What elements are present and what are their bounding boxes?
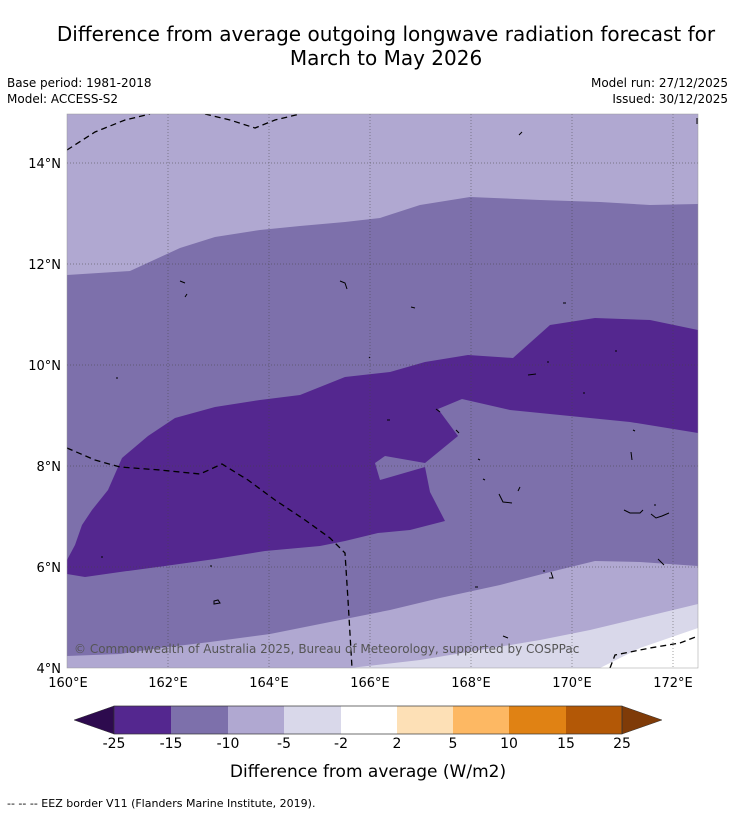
anomaly-band-neg2-neg5 bbox=[350, 604, 698, 668]
colorbar-swatch bbox=[114, 706, 171, 734]
lat-label: 12°N bbox=[28, 258, 61, 273]
colorbar-tick-label: 15 bbox=[557, 736, 575, 752]
lat-label: 6°N bbox=[37, 561, 62, 576]
colorbar-tick-label: -2 bbox=[334, 736, 348, 752]
colorbar-swatch bbox=[566, 706, 622, 734]
colorbar-tick-label: -5 bbox=[277, 736, 291, 752]
colorbar-frame bbox=[113, 705, 623, 735]
eez-legend-note: -- -- -- EEZ border V11 (Flanders Marine… bbox=[7, 797, 316, 810]
colorbar-tick-label: 5 bbox=[448, 736, 458, 752]
colorbar bbox=[73, 705, 663, 735]
lat-axis: 14°N 12°N 10°N 8°N 6°N 4°N bbox=[28, 157, 61, 677]
colorbar-tick-label: -10 bbox=[216, 736, 240, 752]
lon-label: 166°E bbox=[350, 676, 390, 691]
lon-label: 160°E bbox=[48, 676, 88, 691]
lat-label: 8°N bbox=[37, 460, 62, 475]
lat-label: 4°N bbox=[37, 662, 62, 677]
meta-right: Model run: 27/12/2025 Issued: 30/12/2025 bbox=[591, 75, 728, 107]
issued-date: Issued: 30/12/2025 bbox=[612, 92, 728, 106]
colorbar-extend-low bbox=[73, 705, 115, 735]
anomaly-band-neutral bbox=[600, 628, 698, 668]
map-title: Difference from average outgoing longwav… bbox=[0, 22, 736, 70]
colorbar-tick-label: -15 bbox=[159, 736, 183, 752]
lon-label: 162°E bbox=[148, 676, 188, 691]
model-run: Model run: 27/12/2025 bbox=[590, 76, 728, 90]
colorbar-title: Difference from average (W/m2) bbox=[229, 762, 507, 782]
colorbar-tick-label: 10 bbox=[500, 736, 518, 752]
anomaly-band-neg15-neg25 bbox=[67, 318, 698, 577]
colorbar-extend-high bbox=[621, 705, 663, 735]
colorbar-tick-label: 2 bbox=[392, 736, 402, 752]
copyright-notice: © Commonwealth of Australia 2025, Bureau… bbox=[74, 642, 579, 656]
colorbar-tick-label: 25 bbox=[613, 736, 631, 752]
map-field: © Commonwealth of Australia 2025, Bureau… bbox=[67, 114, 698, 668]
base-period: Base period: 1981-2018 bbox=[7, 76, 152, 90]
model-name: Model: ACCESS-S2 bbox=[7, 92, 119, 106]
meta-left: Base period: 1981-2018 Model: ACCESS-S2 bbox=[7, 75, 152, 107]
title-line-2: March to May 2026 bbox=[289, 46, 483, 70]
lat-label: 10°N bbox=[28, 359, 61, 374]
lon-label: 172°E bbox=[653, 676, 693, 691]
lon-axis: 160°E 162°E 164°E 166°E 168°E 170°E 172°… bbox=[48, 676, 693, 691]
colorbar-swatch bbox=[228, 706, 284, 734]
lon-label: 170°E bbox=[552, 676, 592, 691]
lat-label: 14°N bbox=[28, 157, 61, 172]
islands bbox=[101, 118, 698, 639]
lon-label: 164°E bbox=[249, 676, 289, 691]
colorbar-tick-label: -25 bbox=[102, 736, 126, 752]
eez-border bbox=[67, 114, 698, 668]
graticule bbox=[67, 114, 698, 668]
lon-label: 168°E bbox=[451, 676, 491, 691]
colorbar-swatch bbox=[397, 706, 453, 734]
colorbar-swatch bbox=[284, 706, 341, 734]
map-frame bbox=[66, 113, 699, 669]
title-line-1: Difference from average outgoing longwav… bbox=[56, 22, 716, 46]
colorbar-swatch bbox=[171, 706, 228, 734]
colorbar-swatch bbox=[341, 706, 397, 734]
colorbar-swatch bbox=[509, 706, 566, 734]
colorbar-swatch bbox=[453, 706, 509, 734]
